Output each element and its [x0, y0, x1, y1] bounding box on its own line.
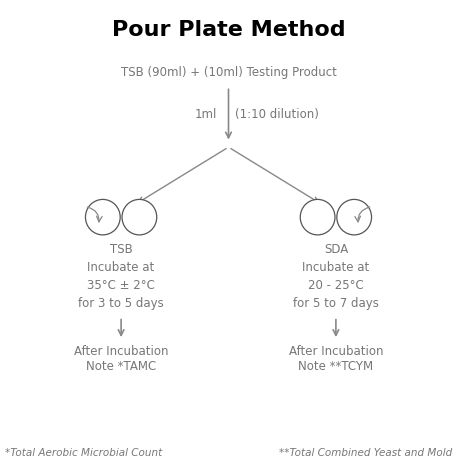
Text: 1ml: 1ml [195, 108, 217, 121]
Text: TSB: TSB [110, 243, 133, 256]
Text: After Incubation
Note **TCYM: After Incubation Note **TCYM [289, 345, 383, 373]
Text: *Total Aerobic Microbial Count: *Total Aerobic Microbial Count [5, 448, 162, 458]
Text: Incubate at: Incubate at [87, 261, 155, 274]
Text: (1:10 dilution): (1:10 dilution) [235, 108, 319, 121]
Text: TSB (90ml) + (10ml) Testing Product: TSB (90ml) + (10ml) Testing Product [121, 66, 336, 79]
Text: 35°C ± 2°C: 35°C ± 2°C [87, 279, 155, 292]
Circle shape [85, 199, 120, 235]
Text: for 3 to 5 days: for 3 to 5 days [78, 297, 164, 310]
Text: for 5 to 7 days: for 5 to 7 days [293, 297, 379, 310]
Text: Incubate at: Incubate at [302, 261, 370, 274]
Circle shape [337, 199, 372, 235]
Text: After Incubation
Note *TAMC: After Incubation Note *TAMC [74, 345, 168, 373]
Text: 20 - 25°C: 20 - 25°C [308, 279, 364, 292]
Text: Pour Plate Method: Pour Plate Method [112, 21, 345, 40]
Text: SDA: SDA [324, 243, 348, 256]
Circle shape [300, 199, 335, 235]
Text: **Total Combined Yeast and Mold: **Total Combined Yeast and Mold [279, 448, 452, 458]
Circle shape [122, 199, 157, 235]
